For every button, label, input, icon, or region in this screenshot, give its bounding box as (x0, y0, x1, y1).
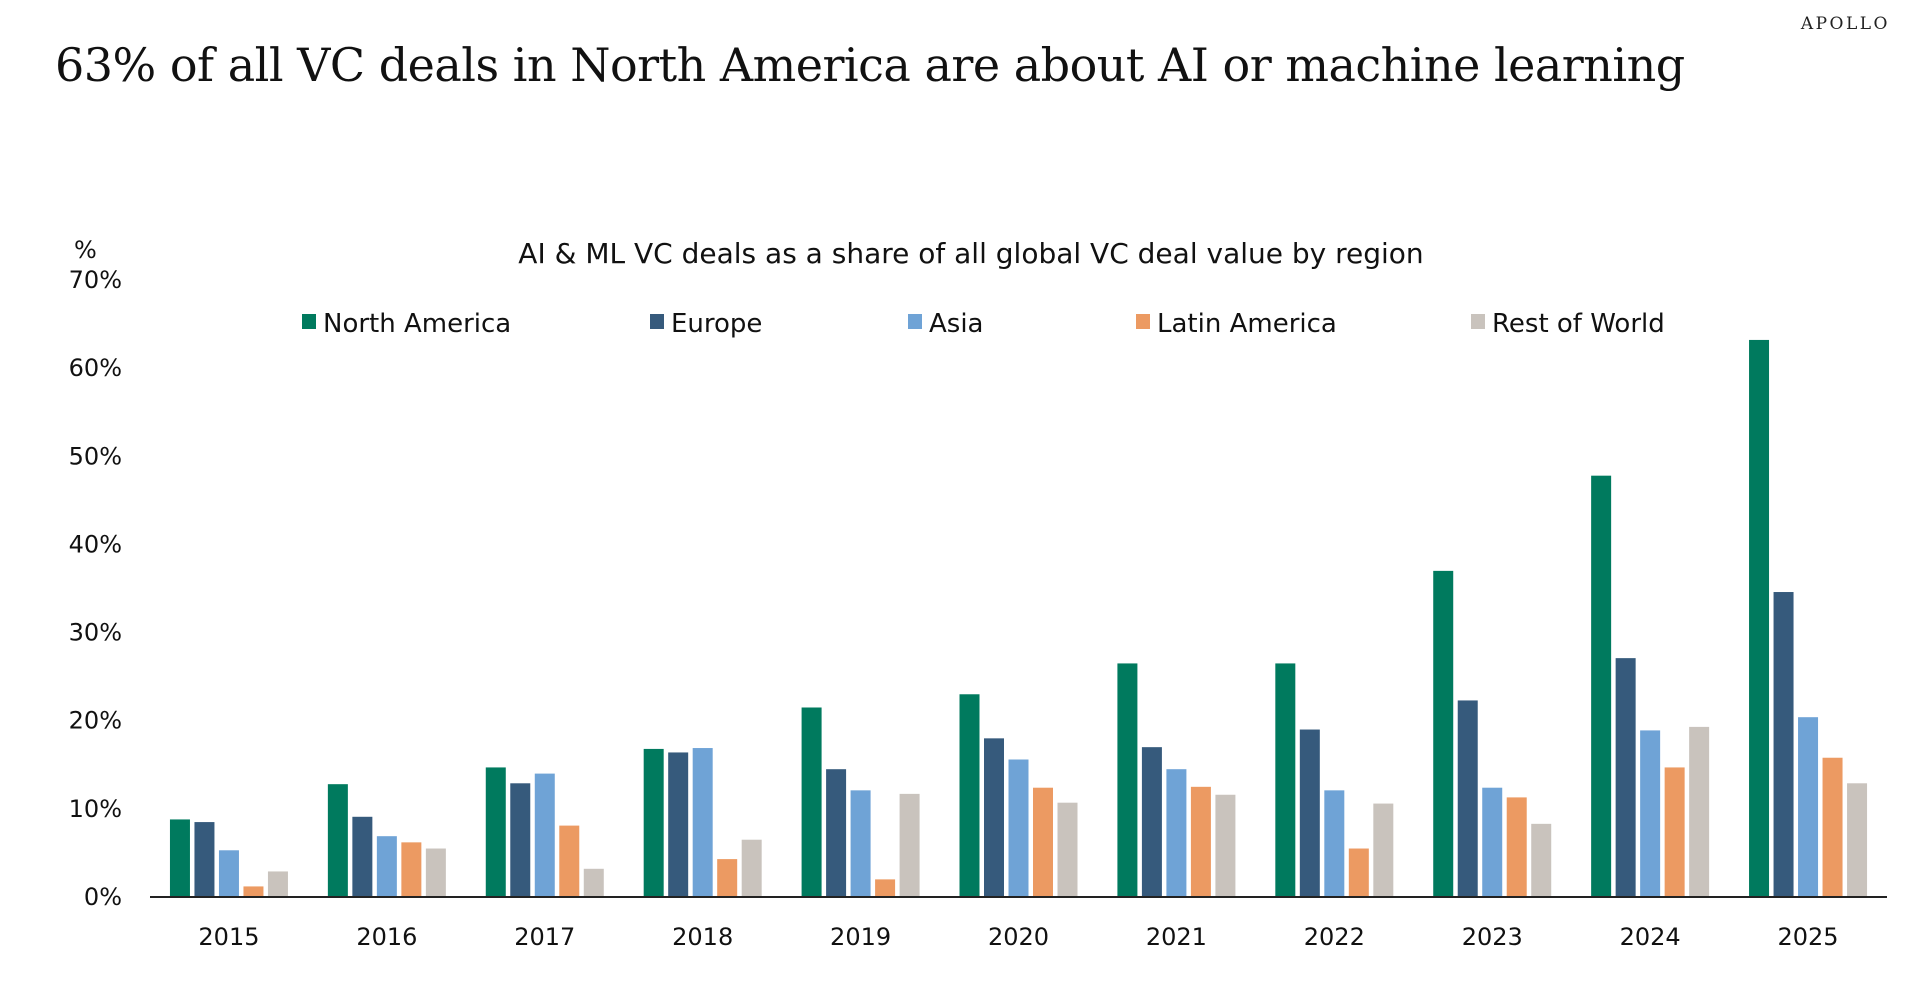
bar (959, 694, 980, 897)
bar (1749, 339, 1770, 897)
bar (850, 790, 871, 897)
legend-label: Latin America (1157, 309, 1337, 339)
bar (875, 879, 896, 897)
bar (984, 738, 1004, 897)
bar (1033, 787, 1053, 897)
bar (534, 773, 555, 897)
legend-label: Rest of World (1492, 309, 1665, 339)
bar (899, 793, 920, 897)
bar (801, 707, 822, 897)
bar (668, 752, 689, 897)
x-tick-label: 2017 (514, 923, 575, 951)
y-tick-label: 60% (69, 354, 122, 382)
bar (194, 822, 215, 897)
bar (1689, 726, 1710, 897)
bar (1324, 790, 1345, 897)
x-tick-label: 2020 (988, 923, 1049, 951)
x-tick-label: 2015 (198, 923, 259, 951)
bar (376, 836, 397, 897)
x-tick-label: 2025 (1778, 923, 1839, 951)
bar (1166, 769, 1187, 897)
x-tick-label: 2022 (1304, 923, 1365, 951)
bar (218, 850, 239, 897)
bar (510, 783, 531, 897)
y-tick-label: 10% (69, 795, 122, 823)
bar (559, 825, 580, 897)
bar (243, 886, 264, 897)
bar (1822, 757, 1843, 897)
bar (741, 839, 762, 897)
bar (352, 816, 373, 897)
bar (401, 842, 422, 897)
bar (1433, 570, 1454, 897)
chart-title: AI & ML VC deals as a share of all globa… (518, 237, 1423, 270)
bar (1591, 475, 1612, 897)
bar (1190, 786, 1211, 897)
x-tick-label: 2019 (830, 923, 891, 951)
y-tick-label: 50% (69, 442, 122, 470)
legend-label: Europe (671, 309, 762, 339)
bar (692, 748, 713, 897)
legend-swatch-north-america (302, 314, 316, 329)
bar (1664, 767, 1685, 897)
y-tick-label: 20% (69, 707, 122, 735)
x-tick-label: 2016 (356, 923, 417, 951)
bar (1299, 729, 1320, 897)
y-tick-label: 40% (69, 530, 122, 558)
bar (717, 859, 738, 897)
legend-label: North America (323, 309, 511, 339)
legend-swatch-asia (908, 314, 922, 329)
legend-swatch-europe (650, 314, 664, 329)
brand-logo: APOLLO (1800, 14, 1890, 34)
bar (1506, 797, 1527, 897)
bar (1141, 747, 1162, 897)
bar (1482, 787, 1503, 897)
bar (169, 819, 190, 897)
bar (583, 868, 604, 897)
bar (1215, 794, 1236, 897)
bar (1008, 759, 1029, 897)
bar (1798, 717, 1819, 897)
x-tick-label: 2024 (1620, 923, 1681, 951)
legend-swatch-latin-america (1136, 314, 1150, 329)
bar (1117, 663, 1138, 897)
bar (1457, 700, 1478, 897)
bar (1275, 663, 1296, 897)
bar (1847, 783, 1868, 897)
bar (1057, 802, 1078, 897)
y-tick-label: 30% (69, 619, 122, 647)
y-tick-label: 70% (69, 266, 122, 294)
bar (1373, 803, 1394, 897)
bar (1348, 848, 1369, 897)
bar (485, 767, 506, 897)
x-tick-label: 2018 (672, 923, 733, 951)
bar (1773, 592, 1794, 897)
bar (327, 784, 348, 897)
bar (643, 748, 664, 897)
y-axis-unit-label: % (74, 236, 97, 264)
legend-swatch-rest-of-world (1471, 314, 1485, 329)
x-tick-label: 2021 (1146, 923, 1207, 951)
page-title: 63% of all VC deals in North America are… (55, 38, 1685, 92)
y-tick-label: 0% (84, 883, 122, 911)
bar (1531, 823, 1552, 897)
legend-label: Asia (929, 309, 984, 339)
bar (1615, 658, 1636, 897)
bar (267, 871, 288, 897)
bar (425, 848, 446, 897)
bar (1640, 730, 1661, 897)
bar (826, 769, 847, 897)
x-tick-label: 2023 (1462, 923, 1523, 951)
